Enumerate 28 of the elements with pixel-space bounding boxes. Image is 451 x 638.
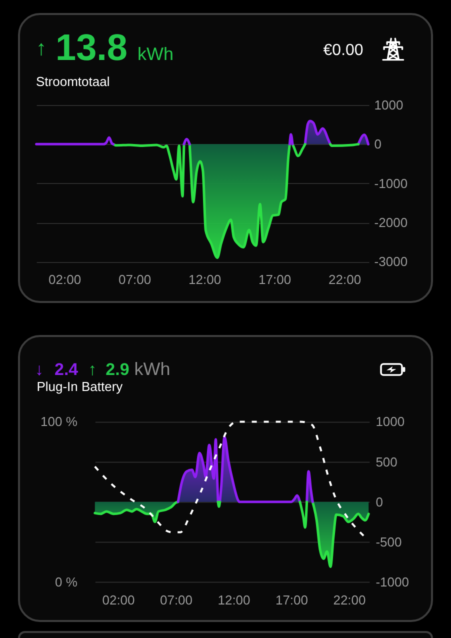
x-tick-label: 07:00 — [160, 592, 193, 608]
x-tick-label: 12:00 — [218, 592, 250, 608]
y-tick-label: 0 — [376, 494, 383, 510]
x-tick-label: 17:00 — [258, 272, 292, 288]
chart-title: Stroomtotaal — [36, 74, 110, 89]
x-tick-label: 02:00 — [102, 592, 135, 608]
y-tick-label: -2000 — [374, 215, 408, 230]
x-tick-label: 22:00 — [328, 272, 362, 288]
text: €0.00 — [323, 42, 364, 60]
text: ↓ 2.4 ↑ 2.9 kWh — [35, 359, 170, 380]
y-tick-label: -1000 — [374, 176, 408, 191]
x-tick-label: 02:00 — [48, 272, 82, 288]
line-series — [112, 142, 186, 198]
y-tick-label: 0 — [374, 136, 382, 152]
text: ↑ 13.8 kWh — [36, 26, 174, 68]
y-tick-label: 1000 — [376, 414, 405, 430]
x-tick-label: 17:00 — [275, 592, 308, 608]
y-tick-label: 1000 — [374, 98, 404, 112]
y-tick-label: -500 — [376, 534, 402, 550]
x-tick-label: 22:00 — [333, 592, 366, 608]
y2-tick-label: 0 % — [54, 574, 78, 590]
y-tick-label: -1000 — [376, 574, 409, 590]
x-tick-label: 07:00 — [118, 272, 152, 288]
chart-title: Plug-In Battery — [36, 378, 123, 394]
x-tick-label: 12:00 — [188, 272, 222, 288]
y2-tick-label: 100 % — [40, 414, 78, 430]
y-tick-label: -3000 — [374, 254, 408, 270]
y-tick-label: 500 — [376, 454, 398, 470]
